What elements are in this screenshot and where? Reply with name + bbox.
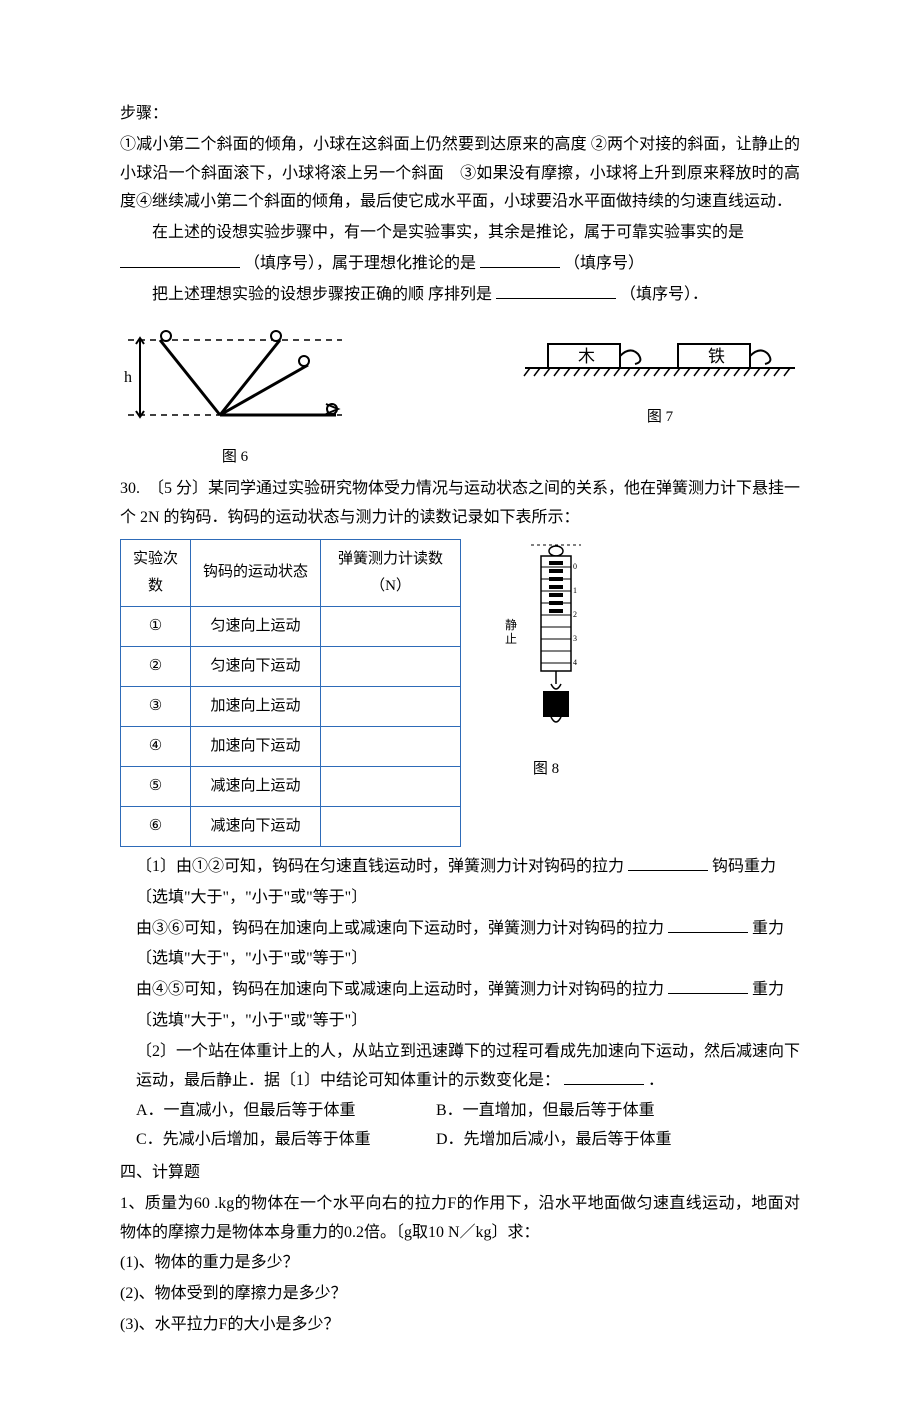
svg-text:止: 止 <box>505 632 517 646</box>
q-fact-text-a: 在上述的设想实验步骤中，有一个是实验事实，其余是推论，属于可靠实验事实的是 <box>152 224 744 241</box>
svg-text:1: 1 <box>573 586 577 595</box>
svg-text:4: 4 <box>573 658 577 667</box>
calc-q1-3: (3)、水平拉力F的大小是多少？ <box>120 1311 800 1340</box>
q30-note-1: 〔选填"大于"，"小于"或"等于"〕 <box>136 884 800 913</box>
q30-3-a: 由④⑤可知，钩码在加速向下或减速向上运动时，弹簧测力计对钩码的拉力 <box>136 981 664 998</box>
cell <box>321 726 461 766</box>
q30-sub2: 由③⑥可知，钩码在加速向上或减速向下运动时，弹簧测力计对钩码的拉力 重力 <box>136 915 800 944</box>
figure-7-caption: 图 7 <box>520 404 800 431</box>
q30-sub1: 〔1〕由①②可知，钩码在匀速直钱运动时，弹簧测力计对钩码的拉力 钩码重力 <box>136 853 800 882</box>
cell <box>321 766 461 806</box>
q-fact-text-b: （填序号），属于理想化推论的是 <box>244 255 476 272</box>
q-fact-line: 在上述的设想实验步骤中，有一个是实验事实，其余是推论，属于可靠实验事实的是 <box>120 219 800 248</box>
q30-note-3: 〔选填"大于"，"小于"或"等于"〕 <box>136 1007 800 1036</box>
cell: ⑤ <box>121 766 191 806</box>
cell: 减速向上运动 <box>191 766 321 806</box>
fig7-wood-label: 木 <box>578 347 595 366</box>
section-4-heading: 四、计算题 <box>120 1159 800 1188</box>
table-header-3: 弹簧测力计读数（N） <box>321 539 461 606</box>
figure-8-caption: 图 8 <box>491 756 601 783</box>
calc-q1-1: (1)、物体的重力是多少？ <box>120 1249 800 1278</box>
q30-2-b: 重力 <box>752 920 784 937</box>
cell: ② <box>121 646 191 686</box>
table-header-row: 实验次数 钩码的运动状态 弹簧测力计读数（N） <box>121 539 461 606</box>
table-figure-row: 实验次数 钩码的运动状态 弹簧测力计读数（N） ①匀速向上运动 ②匀速向下运动 … <box>120 539 800 847</box>
q30-1-a: 〔1〕由①②可知，钩码在匀速直钱运动时，弹簧测力计对钩码的拉力 <box>136 858 624 875</box>
q30-intro: 30. 〔5 分〕某同学通过实验研究物体受力情况与运动状态之间的关系，他在弹簧测… <box>120 475 800 533</box>
cell: ③ <box>121 686 191 726</box>
cell: ① <box>121 606 191 646</box>
figure-6-svg: h <box>120 320 350 430</box>
table-row: ②匀速向下运动 <box>121 646 461 686</box>
q30-3-b: 重力 <box>752 981 784 998</box>
cell <box>321 606 461 646</box>
q30-sub3: 由④⑤可知，钩码在加速向下或减速向上运动时，弹簧测力计对钩码的拉力 重力 <box>136 976 800 1005</box>
cell: 加速向下运动 <box>191 726 321 766</box>
table-row: ③加速向上运动 <box>121 686 461 726</box>
cell: 减速向下运动 <box>191 806 321 846</box>
fig7-iron-label: 铁 <box>708 347 725 366</box>
cell: 匀速向上运动 <box>191 606 321 646</box>
q30-2-a: 由③⑥可知，钩码在加速向上或减速向下运动时，弹簧测力计对钩码的拉力 <box>136 920 664 937</box>
q30-part2-b: ． <box>648 1072 664 1089</box>
option-d: D．先增加后减小，最后等于体重 <box>436 1126 672 1155</box>
cell: ④ <box>121 726 191 766</box>
svg-text:0: 0 <box>573 562 577 571</box>
q-order-line: 把上述理想实验的设想步骤按正确的顺 序排列是 （填序号）． <box>120 281 800 310</box>
blank-theory <box>480 252 560 268</box>
figure-8-svg: 0 1 2 3 4 静 止 <box>491 539 601 739</box>
table-row: ①匀速向上运动 <box>121 606 461 646</box>
q-fact-blanks: （填序号），属于理想化推论的是 （填序号） <box>120 250 800 279</box>
cell <box>321 806 461 846</box>
table-row: ⑤减速向上运动 <box>121 766 461 806</box>
fig8-side-label: 静 <box>505 618 517 632</box>
svg-text:2: 2 <box>573 610 577 619</box>
calc-q1: 1、质量为60 .kg的物体在一个水平向右的拉力F的作用下，沿水平地面做匀速直线… <box>120 1190 800 1248</box>
blank-q30-3 <box>668 978 748 994</box>
steps-heading: 步骤： <box>120 100 800 129</box>
figures-row-6-7: h 图 6 <box>120 320 800 472</box>
q30-part2-a: 〔2〕一个站在体重计上的人，从站立到迅速蹲下的过程可看成先加速向下运动，然后减速… <box>136 1043 800 1089</box>
calc-q1-2: (2)、物体受到的摩擦力是多少？ <box>120 1280 800 1309</box>
figure-8-block: 0 1 2 3 4 静 止 图 8 <box>491 539 601 783</box>
experiment-table: 实验次数 钩码的运动状态 弹簧测力计读数（N） ①匀速向上运动 ②匀速向下运动 … <box>120 539 461 847</box>
option-c: C．先减小后增加，最后等于体重 <box>136 1126 436 1155</box>
fig6-h-label: h <box>124 369 132 386</box>
table-row: ⑥减速向下运动 <box>121 806 461 846</box>
cell <box>321 686 461 726</box>
q30-part2: 〔2〕一个站在体重计上的人，从站立到迅速蹲下的过程可看成先加速向下运动，然后减速… <box>136 1038 800 1096</box>
table-header-2: 钩码的运动状态 <box>191 539 321 606</box>
blank-q30-2 <box>668 917 748 933</box>
q30-1-b: 钩码重力 <box>712 858 776 875</box>
figure-6-caption: 图 6 <box>120 444 350 471</box>
q-fact-text-c: （填序号） <box>564 255 644 272</box>
blank-fact <box>120 252 240 268</box>
option-b: B．一直增加，但最后等于体重 <box>436 1097 655 1126</box>
option-a: A．一直减小，但最后等于体重 <box>136 1097 436 1126</box>
q30-note-2: 〔选填"大于"，"小于"或"等于"〕 <box>136 945 800 974</box>
figure-7-svg: 木 铁 <box>520 320 800 390</box>
q-order-text-a: 把上述理想实验的设想步骤按正确的顺 序排列是 <box>152 286 492 303</box>
options-row-ab: A．一直减小，但最后等于体重 B．一直增加，但最后等于体重 <box>136 1097 800 1126</box>
q-order-text-b: （填序号）． <box>620 286 708 303</box>
table-row: ④加速向下运动 <box>121 726 461 766</box>
figure-6-block: h 图 6 <box>120 320 350 472</box>
cell: ⑥ <box>121 806 191 846</box>
blank-q30-part2 <box>564 1069 644 1085</box>
cell <box>321 646 461 686</box>
blank-order <box>496 283 616 299</box>
blank-q30-1 <box>628 855 708 871</box>
cell: 加速向上运动 <box>191 686 321 726</box>
cell: 匀速向下运动 <box>191 646 321 686</box>
options-row-cd: C．先减小后增加，最后等于体重 D．先增加后减小，最后等于体重 <box>136 1126 800 1155</box>
steps-body: ①减小第二个斜面的倾角，小球在这斜面上仍然要到达原来的高度 ②两个对接的斜面，让… <box>120 131 800 217</box>
svg-text:3: 3 <box>573 634 577 643</box>
figure-7-block: 木 铁 图 7 <box>520 320 800 472</box>
table-header-1: 实验次数 <box>121 539 191 606</box>
